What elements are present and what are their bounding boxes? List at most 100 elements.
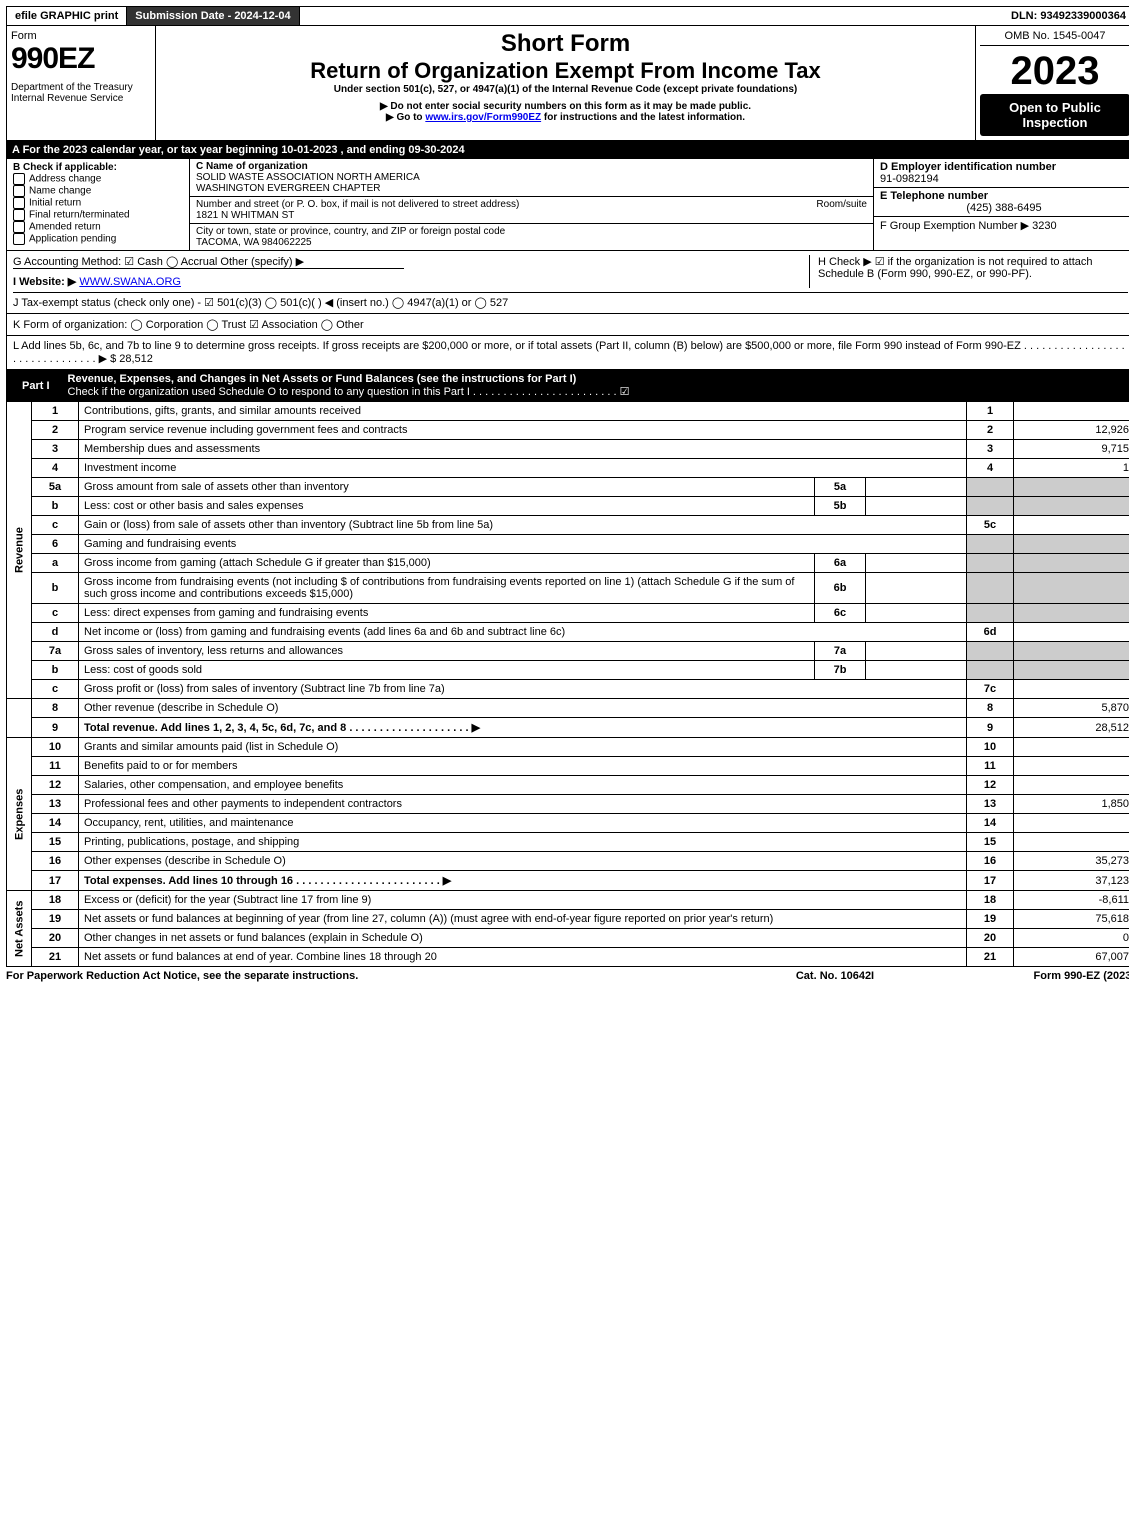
return-title: Return of Organization Exempt From Incom… [164,58,967,84]
row-num: 8 [32,699,79,718]
row-desc: Net assets or fund balances at beginning… [79,910,967,929]
form-id-block: Form 990EZ Department of the Treasury In… [7,26,156,140]
row-amt [1014,402,1129,421]
row-line: 3 [967,440,1014,459]
part1-label: Part I [12,378,60,394]
part1-title-text: Revenue, Expenses, and Changes in Net As… [68,373,577,385]
row-num: 15 [32,833,79,852]
irs-link[interactable]: www.irs.gov/Form990EZ [425,112,541,123]
d-label: D Employer identification number [880,161,1056,173]
row-line: 11 [967,757,1014,776]
grey-cell [1014,497,1129,516]
line-i: I Website: ▶ WWW.SWANA.ORG [13,275,809,288]
row-line: 17 [967,871,1014,891]
row-desc: Other revenue (describe in Schedule O) [79,699,967,718]
open-public: Open to Public Inspection [980,94,1129,136]
chk-address-change[interactable]: Address change [13,173,183,185]
row-desc: Salaries, other compensation, and employ… [79,776,967,795]
b-item-label: Initial return [29,198,81,209]
sub-amt [866,661,967,680]
c-city-block: City or town, state or province, country… [190,224,873,250]
website-link[interactable]: WWW.SWANA.ORG [79,276,181,288]
c-city-label: City or town, state or province, country… [196,226,505,237]
row-desc: Other expenses (describe in Schedule O) [79,852,967,871]
grey-cell [1014,573,1129,604]
row-line: 2 [967,421,1014,440]
row-line: 7c [967,680,1014,699]
form-number: 990EZ [11,42,151,76]
org-street: 1821 N WHITMAN ST [196,210,294,221]
line-j: J Tax-exempt status (check only one) - ☑… [13,292,1128,309]
title-block: Short Form Return of Organization Exempt… [156,26,976,140]
chk-final-return[interactable]: Final return/terminated [13,209,183,221]
chk-application-pending[interactable]: Application pending [13,233,183,245]
sub-amt [866,497,967,516]
row-amt: 1 [1014,459,1129,478]
row-num: 4 [32,459,79,478]
grey-cell [1014,554,1129,573]
row-num: c [32,604,79,623]
chk-initial-return[interactable]: Initial return [13,197,183,209]
grey-cell [1014,478,1129,497]
row-amt: 67,007 [1014,948,1129,967]
sub-amt [866,604,967,623]
b-item-label: Final return/terminated [29,210,130,221]
row-amt: 75,618 [1014,910,1129,929]
row-num: 7a [32,642,79,661]
phone-value: (425) 388-6495 [880,202,1128,214]
row-desc: Less: direct expenses from gaming and fu… [79,604,815,623]
row-desc: Contributions, gifts, grants, and simila… [79,402,967,421]
row-amt: 12,926 [1014,421,1129,440]
sub-line: 7b [815,661,866,680]
line-h: H Check ▶ ☑ if the organization is not r… [809,255,1128,288]
f-label: F Group Exemption Number ▶ [880,220,1029,232]
row-desc: Less: cost or other basis and sales expe… [79,497,815,516]
row-desc: Gross income from fundraising events (no… [79,573,815,604]
row-amt [1014,516,1129,535]
row-line: 6d [967,623,1014,642]
dln: DLN: 93492339000364 [1003,7,1129,25]
page-footer: For Paperwork Reduction Act Notice, see … [6,967,1129,985]
chk-amended-return[interactable]: Amended return [13,221,183,233]
row-num: 9 [32,718,79,738]
row-num: b [32,497,79,516]
sub-amt [866,478,967,497]
section-ghijkl: G Accounting Method: ☑ Cash ◯ Accrual Ot… [6,251,1129,314]
row-amt: 9,715 [1014,440,1129,459]
b-item-label: Address change [29,174,101,185]
row-line: 1 [967,402,1014,421]
f-group-block: F Group Exemption Number ▶ 3230 [874,217,1129,234]
b-item-label: Name change [29,186,91,197]
row-desc: Gross profit or (loss) from sales of inv… [79,680,967,699]
dept-treasury: Department of the Treasury [11,82,151,93]
sub-line: 6a [815,554,866,573]
chk-name-change[interactable]: Name change [13,185,183,197]
row-line: 20 [967,929,1014,948]
row-line: 15 [967,833,1014,852]
under-section: Under section 501(c), 527, or 4947(a)(1)… [164,84,967,95]
sub-amt [866,642,967,661]
sub-line: 7a [815,642,866,661]
side-revenue: Revenue [7,402,32,699]
sub-line: 5b [815,497,866,516]
goto-post: for instructions and the latest informat… [544,112,745,123]
section-bcdef: B Check if applicable: Address change Na… [6,159,1129,251]
row-num: 11 [32,757,79,776]
row-desc: Investment income [79,459,967,478]
efile-print[interactable]: efile GRAPHIC print [7,7,127,25]
row-amt [1014,814,1129,833]
omb-number: OMB No. 1545-0047 [980,30,1129,46]
row-line: 14 [967,814,1014,833]
row-line: 10 [967,738,1014,757]
row-desc: Printing, publications, postage, and shi… [79,833,967,852]
row-desc: Gaming and fundraising events [79,535,967,554]
row-num: 21 [32,948,79,967]
org-city: TACOMA, WA 984062225 [196,237,312,248]
row-num: b [32,661,79,680]
side-spacer [7,699,32,738]
row-desc: Program service revenue including govern… [79,421,967,440]
row-num: 19 [32,910,79,929]
short-form-title: Short Form [164,30,967,58]
row-desc: Gross amount from sale of assets other t… [79,478,815,497]
row-num: a [32,554,79,573]
